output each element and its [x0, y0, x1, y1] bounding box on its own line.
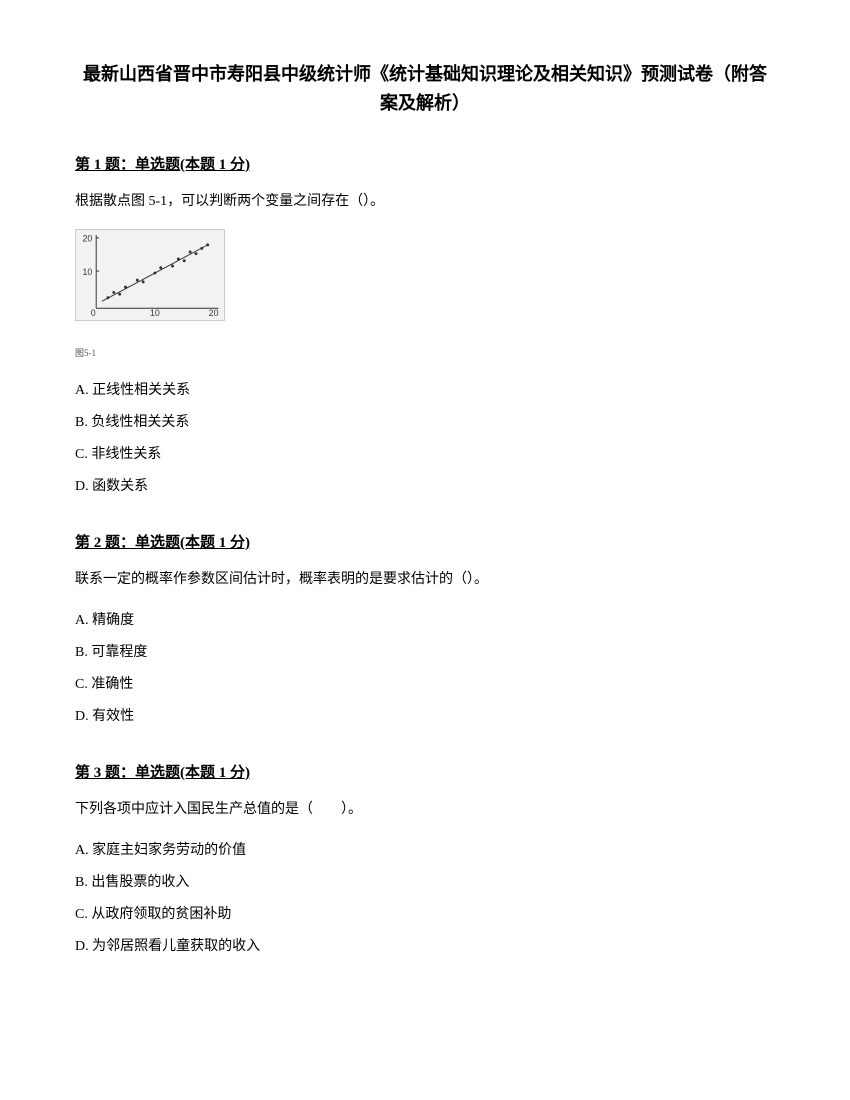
question-3-text: 下列各项中应计入国民生产总值的是（ ）。 — [75, 797, 775, 822]
option-2a: A. 精确度 — [75, 607, 775, 635]
scatter-point — [195, 252, 198, 255]
question-2: 第 2 题：单选题(本题 1 分) 联系一定的概率作参数区间估计时，概率表明的是… — [75, 531, 775, 731]
option-3a: A. 家庭主妇家务劳动的价值 — [75, 837, 775, 865]
question-2-text: 联系一定的概率作参数区间估计时，概率表明的是要求估计的（）。 — [75, 567, 775, 592]
option-1c: C. 非线性关系 — [75, 441, 775, 469]
question-3-options: A. 家庭主妇家务劳动的价值 B. 出售股票的收入 C. 从政府领取的贫困补助 … — [75, 837, 775, 961]
y-tick-10: 10 — [82, 267, 92, 277]
option-1d: D. 函数关系 — [75, 473, 775, 501]
option-2c: C. 准确性 — [75, 671, 775, 699]
question-3-header: 第 3 题：单选题(本题 1 分) — [75, 761, 775, 782]
document-title: 最新山西省晋中市寿阳县中级统计师《统计基础知识理论及相关知识》预测试卷（附答案及… — [75, 60, 775, 118]
option-3c: C. 从政府领取的贫困补助 — [75, 901, 775, 929]
scatter-point — [118, 292, 121, 295]
x-tick-10: 10 — [150, 308, 160, 318]
x-tick-0: 0 — [91, 308, 96, 318]
question-3: 第 3 题：单选题(本题 1 分) 下列各项中应计入国民生产总值的是（ ）。 A… — [75, 761, 775, 961]
question-1-options: A. 正线性相关关系 B. 负线性相关关系 C. 非线性关系 D. 函数关系 — [75, 377, 775, 501]
question-1-header: 第 1 题：单选题(本题 1 分) — [75, 153, 775, 174]
question-1: 第 1 题：单选题(本题 1 分) 根据散点图 5-1，可以判断两个变量之间存在… — [75, 153, 775, 501]
y-tick-20: 20 — [82, 234, 92, 244]
scatter-point — [112, 291, 115, 294]
scatter-point — [159, 266, 162, 269]
option-1a: A. 正线性相关关系 — [75, 377, 775, 405]
chart-caption: 图5-1 — [75, 346, 775, 359]
option-3b: B. 出售股票的收入 — [75, 869, 775, 897]
option-2b: B. 可靠程度 — [75, 639, 775, 667]
question-2-options: A. 精确度 B. 可靠程度 C. 准确性 D. 有效性 — [75, 607, 775, 731]
scatter-plot-figure: 0 10 20 10 20 — [75, 229, 225, 321]
question-1-text: 根据散点图 5-1，可以判断两个变量之间存在（）。 — [75, 189, 775, 214]
scatter-point — [189, 250, 192, 253]
option-1b: B. 负线性相关关系 — [75, 409, 775, 437]
question-2-header: 第 2 题：单选题(本题 1 分) — [75, 531, 775, 552]
scatter-point — [183, 259, 186, 262]
option-3d: D. 为邻居照看儿童获取的收入 — [75, 933, 775, 961]
scatter-point — [171, 264, 174, 267]
scatter-chart-svg: 0 10 20 10 20 — [76, 230, 224, 320]
scatter-point — [142, 280, 145, 283]
scatter-point — [136, 278, 139, 281]
x-tick-20: 20 — [209, 308, 219, 318]
option-2d: D. 有效性 — [75, 703, 775, 731]
trend-line — [102, 245, 208, 301]
